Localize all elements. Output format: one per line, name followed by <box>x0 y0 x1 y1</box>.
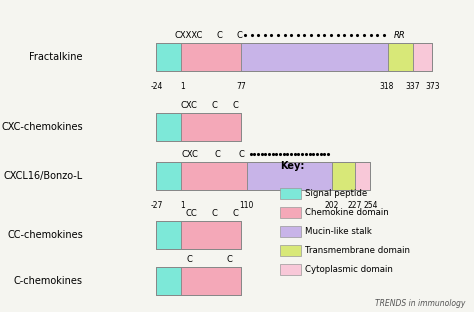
Text: Chemokine domain: Chemokine domain <box>305 208 389 217</box>
Text: C: C <box>232 100 238 110</box>
Text: CC: CC <box>186 209 198 218</box>
Text: CXC: CXC <box>181 100 197 110</box>
FancyBboxPatch shape <box>156 43 181 71</box>
Text: C: C <box>236 31 242 40</box>
FancyBboxPatch shape <box>280 226 301 237</box>
FancyBboxPatch shape <box>280 264 301 275</box>
Text: 373: 373 <box>426 82 440 91</box>
FancyBboxPatch shape <box>156 162 181 190</box>
Text: Signal peptide: Signal peptide <box>305 189 367 197</box>
Text: 202: 202 <box>325 201 339 210</box>
FancyBboxPatch shape <box>280 245 301 256</box>
FancyBboxPatch shape <box>280 207 301 218</box>
Text: 254: 254 <box>364 201 378 210</box>
FancyBboxPatch shape <box>413 43 432 71</box>
FancyBboxPatch shape <box>280 188 301 199</box>
FancyBboxPatch shape <box>181 162 247 190</box>
FancyBboxPatch shape <box>181 43 241 71</box>
Text: 337: 337 <box>405 82 420 91</box>
Text: C: C <box>215 150 221 159</box>
Text: CXC-chemokines: CXC-chemokines <box>1 122 83 132</box>
Text: 110: 110 <box>240 201 254 210</box>
Text: -24: -24 <box>151 82 163 91</box>
Text: C: C <box>217 31 223 40</box>
Text: C: C <box>211 209 217 218</box>
FancyBboxPatch shape <box>181 113 241 140</box>
FancyBboxPatch shape <box>388 43 413 71</box>
Text: 1: 1 <box>180 82 185 91</box>
Text: CC-chemokines: CC-chemokines <box>7 230 83 240</box>
FancyBboxPatch shape <box>332 162 355 190</box>
Text: -27: -27 <box>151 201 163 210</box>
Text: Transmembrane domain: Transmembrane domain <box>305 246 410 255</box>
FancyBboxPatch shape <box>241 43 388 71</box>
Text: Key:: Key: <box>280 162 304 172</box>
Text: C: C <box>186 255 192 264</box>
Text: CXC: CXC <box>181 150 198 159</box>
Text: C: C <box>227 255 232 264</box>
FancyBboxPatch shape <box>181 267 241 295</box>
FancyBboxPatch shape <box>355 162 370 190</box>
FancyBboxPatch shape <box>156 221 181 249</box>
Text: Fractalkine: Fractalkine <box>29 52 83 62</box>
FancyBboxPatch shape <box>181 221 241 249</box>
Text: RR: RR <box>393 31 405 40</box>
Text: Mucin-like stalk: Mucin-like stalk <box>305 227 372 236</box>
Text: C-chemokines: C-chemokines <box>14 276 83 286</box>
FancyBboxPatch shape <box>156 267 181 295</box>
Text: 318: 318 <box>380 82 394 91</box>
FancyBboxPatch shape <box>247 162 332 190</box>
Text: 77: 77 <box>236 82 246 91</box>
Text: CXXXC: CXXXC <box>175 31 203 40</box>
Text: 1: 1 <box>180 201 185 210</box>
Text: C: C <box>232 209 238 218</box>
Text: C: C <box>238 150 244 159</box>
Text: 227: 227 <box>348 201 362 210</box>
Text: Cytoplasmic domain: Cytoplasmic domain <box>305 265 392 274</box>
Text: CXCL16/Bonzo-L: CXCL16/Bonzo-L <box>4 171 83 181</box>
Text: TRENDS in immunology: TRENDS in immunology <box>374 299 465 308</box>
FancyBboxPatch shape <box>156 113 181 140</box>
Text: C: C <box>211 100 217 110</box>
